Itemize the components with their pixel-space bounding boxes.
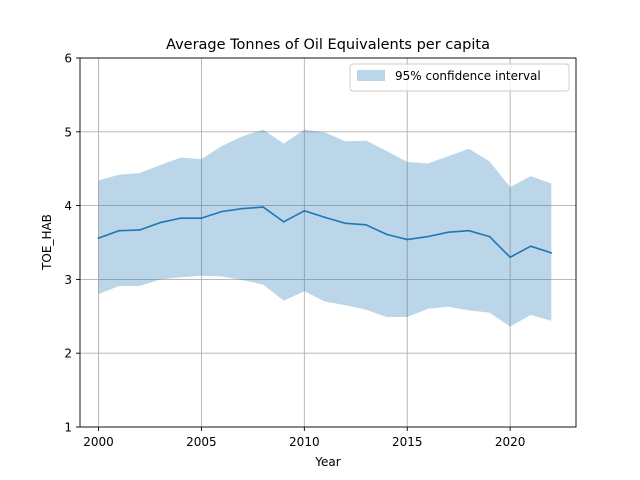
mean-data-point (138, 229, 141, 231)
series-line-layer (97, 206, 553, 259)
y-axis-label: TOE_HAB (40, 214, 54, 271)
mean-data-point (262, 206, 264, 208)
mean-data-point (344, 222, 347, 225)
x-tick-label: 2010 (289, 435, 320, 449)
x-tick-label: 2015 (392, 435, 423, 449)
mean-data-point (406, 238, 409, 241)
mean-data-point (468, 229, 470, 232)
x-tick-label: 2020 (495, 435, 526, 449)
y-tick-label: 1 (64, 421, 72, 435)
mean-data-point (97, 237, 100, 239)
mean-data-point (509, 256, 511, 259)
confidence-band-area (98, 129, 552, 327)
mean-data-point (303, 209, 306, 212)
mean-data-point (282, 221, 285, 223)
mean-data-point (385, 233, 388, 236)
confidence-band-layer (98, 129, 552, 327)
mean-data-point (529, 245, 532, 247)
x-tick-label: 2005 (186, 435, 217, 449)
tick-layer: 2000 2005 2010 2015 2020 1 2 3 4 5 6 (64, 52, 525, 450)
y-tick-label: 4 (64, 199, 72, 213)
mean-data-point (118, 229, 120, 232)
x-tick-label: 2000 (83, 435, 114, 449)
mean-data-point (447, 231, 450, 233)
x-axis-label: Year (314, 455, 340, 469)
mean-data-point (550, 252, 553, 254)
y-tick-label: 5 (64, 125, 72, 139)
legend-box (349, 63, 570, 92)
mean-data-point (241, 207, 244, 210)
legend-swatch (357, 70, 385, 81)
mean-data-point (324, 216, 326, 219)
axes-frame (79, 57, 577, 428)
mean-data-point (427, 235, 429, 238)
chart-title: Average Tonnes of Oil Equivalents per ca… (166, 37, 490, 53)
mean-data-point (488, 235, 491, 238)
mean-data-point (221, 210, 223, 213)
mean-data-point (200, 217, 203, 219)
mean-data-point (365, 223, 367, 226)
mean-data-point (180, 217, 182, 219)
y-tick-label: 6 (64, 52, 72, 66)
mean-data-point (159, 221, 162, 224)
y-tick-label: 2 (64, 347, 72, 361)
y-tick-label: 3 (64, 273, 72, 287)
legend: 95% confidence interval (349, 63, 570, 92)
legend-label: 95% confidence interval (395, 69, 541, 83)
